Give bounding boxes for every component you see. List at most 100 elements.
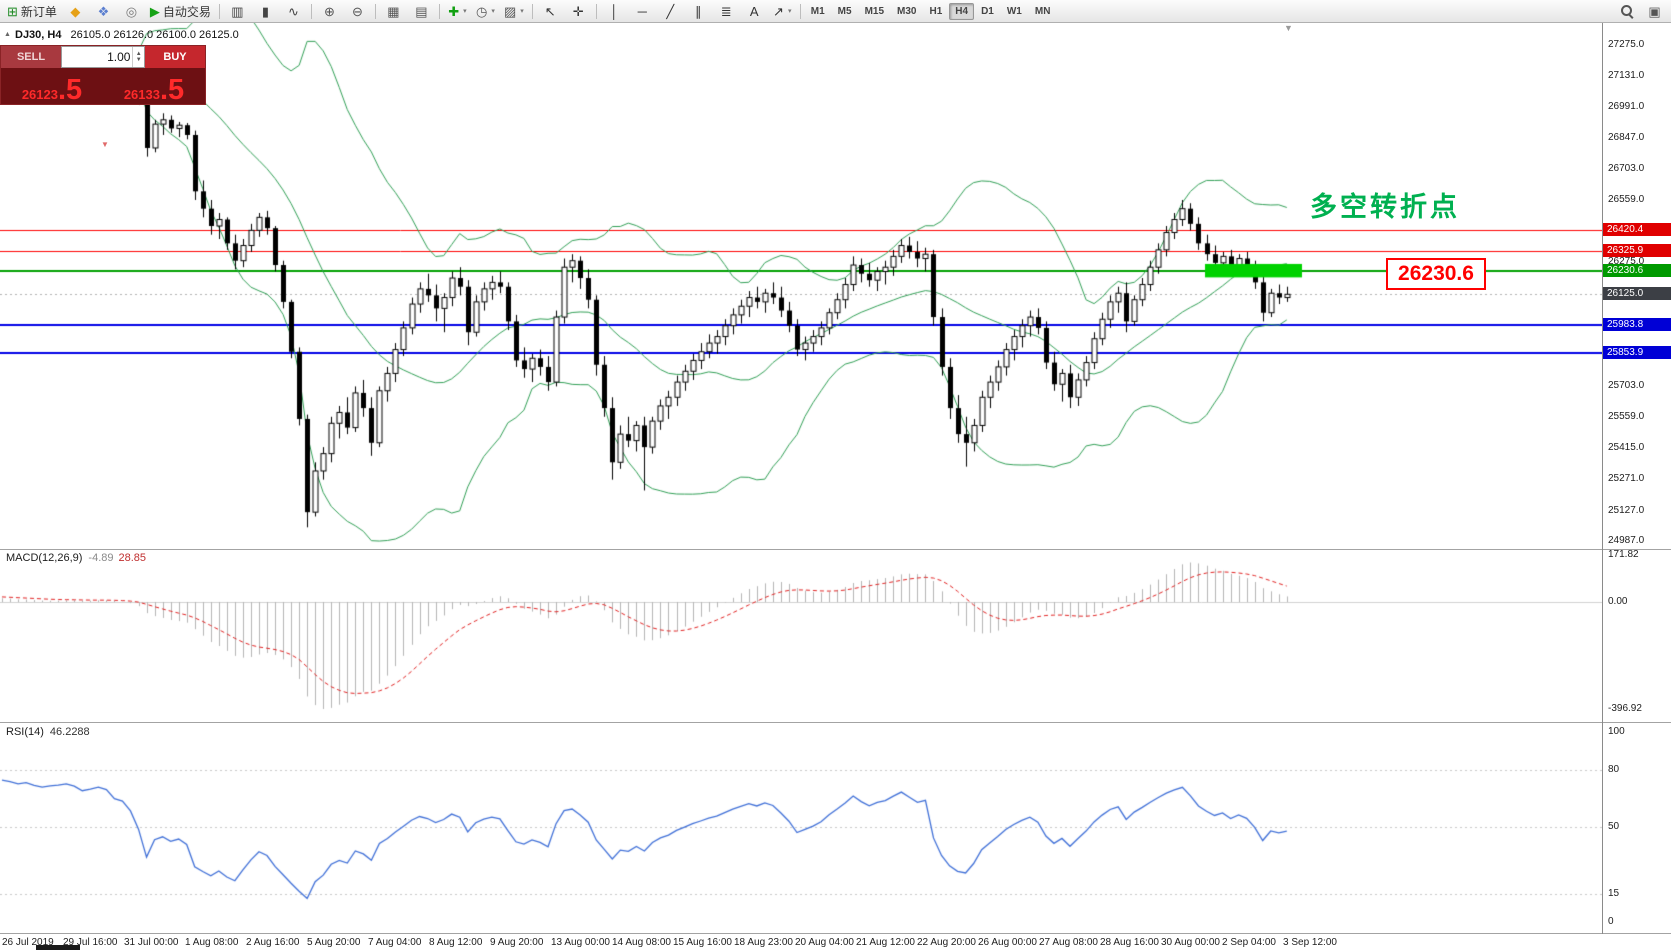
horizontal-scrollbar-thumb[interactable] [36,945,80,950]
timeframe-m5-button[interactable]: M5 [837,5,852,17]
macd-panel-divider [0,549,1671,550]
timeframe-d1-button[interactable]: D1 [981,5,994,17]
zoom-in-button[interactable]: ⊕ [316,1,343,22]
buy-button[interactable]: BUY [145,46,205,68]
navigator-icon: ◎ [125,3,138,19]
line-chart-button[interactable]: ∿ [280,1,307,22]
bar-chart-button[interactable]: ▥ [224,1,251,22]
volume-input[interactable] [62,47,133,67]
macd-axis-label: 171.82 [1608,549,1639,561]
indicators-icon: ✚ [448,3,460,19]
time-axis-label: 9 Aug 20:00 [490,937,544,948]
timeframe-m30-button[interactable]: M30 [897,5,917,17]
autotrading-button[interactable]: ▶ 自动交易 [146,1,215,22]
price-tag-26325.9: 26325.9 [1603,243,1671,257]
turning-point-annotation[interactable]: 多空转折点 [1310,192,1460,222]
time-axis-label: 20 Aug 04:00 [795,937,854,948]
tick-direction-icon: ▼ [101,140,109,149]
time-axis-label: 2 Sep 04:00 [1222,937,1276,948]
price-axis-label: 25703.0 [1608,379,1645,391]
price-tag-26420.4: 26420.4 [1603,223,1671,237]
rsi-chart-canvas[interactable] [0,723,1602,933]
toolbar-separator [374,3,376,19]
time-axis-label: 27 Aug 08:00 [1039,937,1098,948]
new-order-button[interactable]: ⊞ 新订单 [3,1,61,22]
timeframe-mn-button[interactable]: MN [1034,5,1051,17]
time-axis-label: 8 Aug 12:00 [429,937,483,948]
timeframe-w1-button[interactable]: W1 [1006,5,1022,17]
indicators-button[interactable]: ✚ [444,1,471,22]
tile-windows-button[interactable]: ▦ [380,1,407,22]
fibonacci-icon: ≣ [720,3,732,19]
panel-toggle-icon[interactable]: ▲ [4,31,11,38]
metaeditor-button[interactable]: ◆ [62,1,89,22]
time-axis-label: 28 Aug 16:00 [1100,937,1159,948]
bid-ask-display: 26123 .5 26133 .5 [1,68,205,106]
arrows-icon: ↗ [773,3,784,19]
chart-ohlc-header: DJ30, H4 26105.0 26126.0 26100.0 26125.0 [15,29,239,41]
price-axis-label: 26991.0 [1608,100,1645,112]
crosshair-button[interactable]: ✛ [565,1,592,22]
time-axis-label: 26 Aug 00:00 [978,937,1037,948]
time-axis-label: 3 Sep 12:00 [1283,937,1337,948]
navigator-button[interactable]: ◎ [118,1,145,22]
trendline-icon: ╱ [666,3,675,19]
vertical-line-icon: │ [610,3,619,19]
price-tag-25853.9: 25853.9 [1603,346,1671,360]
trendline-button[interactable]: ╱ [657,1,684,22]
periods-button[interactable]: ◷ [472,1,499,22]
time-axis-label: 13 Aug 00:00 [551,937,610,948]
addons-button[interactable]: ▣ [1641,1,1668,22]
time-axis-label: 14 Aug 08:00 [612,937,671,948]
volume-up-icon[interactable]: ▲ [135,51,142,57]
volume-down-icon[interactable]: ▼ [135,57,142,63]
time-axis-label: 5 Aug 20:00 [307,937,361,948]
candlestick-icon: ▮ [261,3,270,19]
zoom-in-icon: ⊕ [323,3,335,19]
time-axis-divider [0,933,1671,934]
horizontal-line-icon: ─ [637,3,647,19]
cascade-windows-button[interactable]: ▤ [408,1,435,22]
timeframe-h4-button[interactable]: H4 [949,2,975,20]
cursor-button[interactable]: ↖ [537,1,564,22]
one-click-trading-panel: SELL ▲ ▼ BUY 26123 .5 26133 .5 ▼ [0,45,206,149]
time-axis-label: 18 Aug 23:00 [734,937,793,948]
templates-button[interactable]: ▨ [500,1,528,22]
search-button[interactable] [1613,1,1640,22]
zoom-out-icon: ⊖ [351,3,363,19]
text-icon: A [749,3,759,19]
market-watch-button[interactable]: ❖ [90,1,117,22]
time-axis-label: 31 Jul 00:00 [124,937,179,948]
price-callout-label[interactable]: 26230.6 [1386,258,1486,290]
timeframe-m1-button[interactable]: M1 [810,5,825,17]
arrows-button[interactable]: ↗ [769,1,796,22]
candlestick-button[interactable]: ▮ [252,1,279,22]
price-axis-label: 25559.0 [1608,410,1645,422]
rsi-axis-label: 80 [1608,764,1620,775]
macd-axis-label: -396.92 [1608,703,1642,715]
rsi-axis-label: 100 [1608,726,1625,737]
zoom-out-button[interactable]: ⊖ [344,1,371,22]
price-axis-label: 25127.0 [1608,504,1645,516]
sell-price: 26123 .5 [21,74,83,106]
horizontal-line-button[interactable]: ─ [629,1,656,22]
channel-button[interactable]: ∥ [685,1,712,22]
macd-axis-label: 0.00 [1608,596,1628,607]
time-axis-label: 29 Jul 16:00 [63,937,118,948]
price-tag-25983.8: 25983.8 [1603,317,1671,331]
fibonacci-button[interactable]: ≣ [713,1,740,22]
vertical-line-button[interactable]: │ [601,1,628,22]
price-axis-border [1602,22,1603,934]
main-chart-canvas[interactable] [0,22,1602,549]
volume-stepper[interactable]: ▲ ▼ [132,47,144,67]
timeframe-h1-button[interactable]: H1 [929,5,943,17]
price-tag-26125.0: 26125.0 [1603,287,1671,301]
sell-button[interactable]: SELL [1,46,61,68]
timeframe-m15-button[interactable]: M15 [864,5,885,17]
macd-chart-canvas[interactable] [0,550,1602,722]
price-axis-label: 26847.0 [1608,131,1645,143]
cursor-icon: ↖ [544,3,556,19]
periods-icon: ◷ [476,3,488,19]
text-button[interactable]: A [741,1,768,22]
price-axis-label: 25271.0 [1608,473,1645,485]
